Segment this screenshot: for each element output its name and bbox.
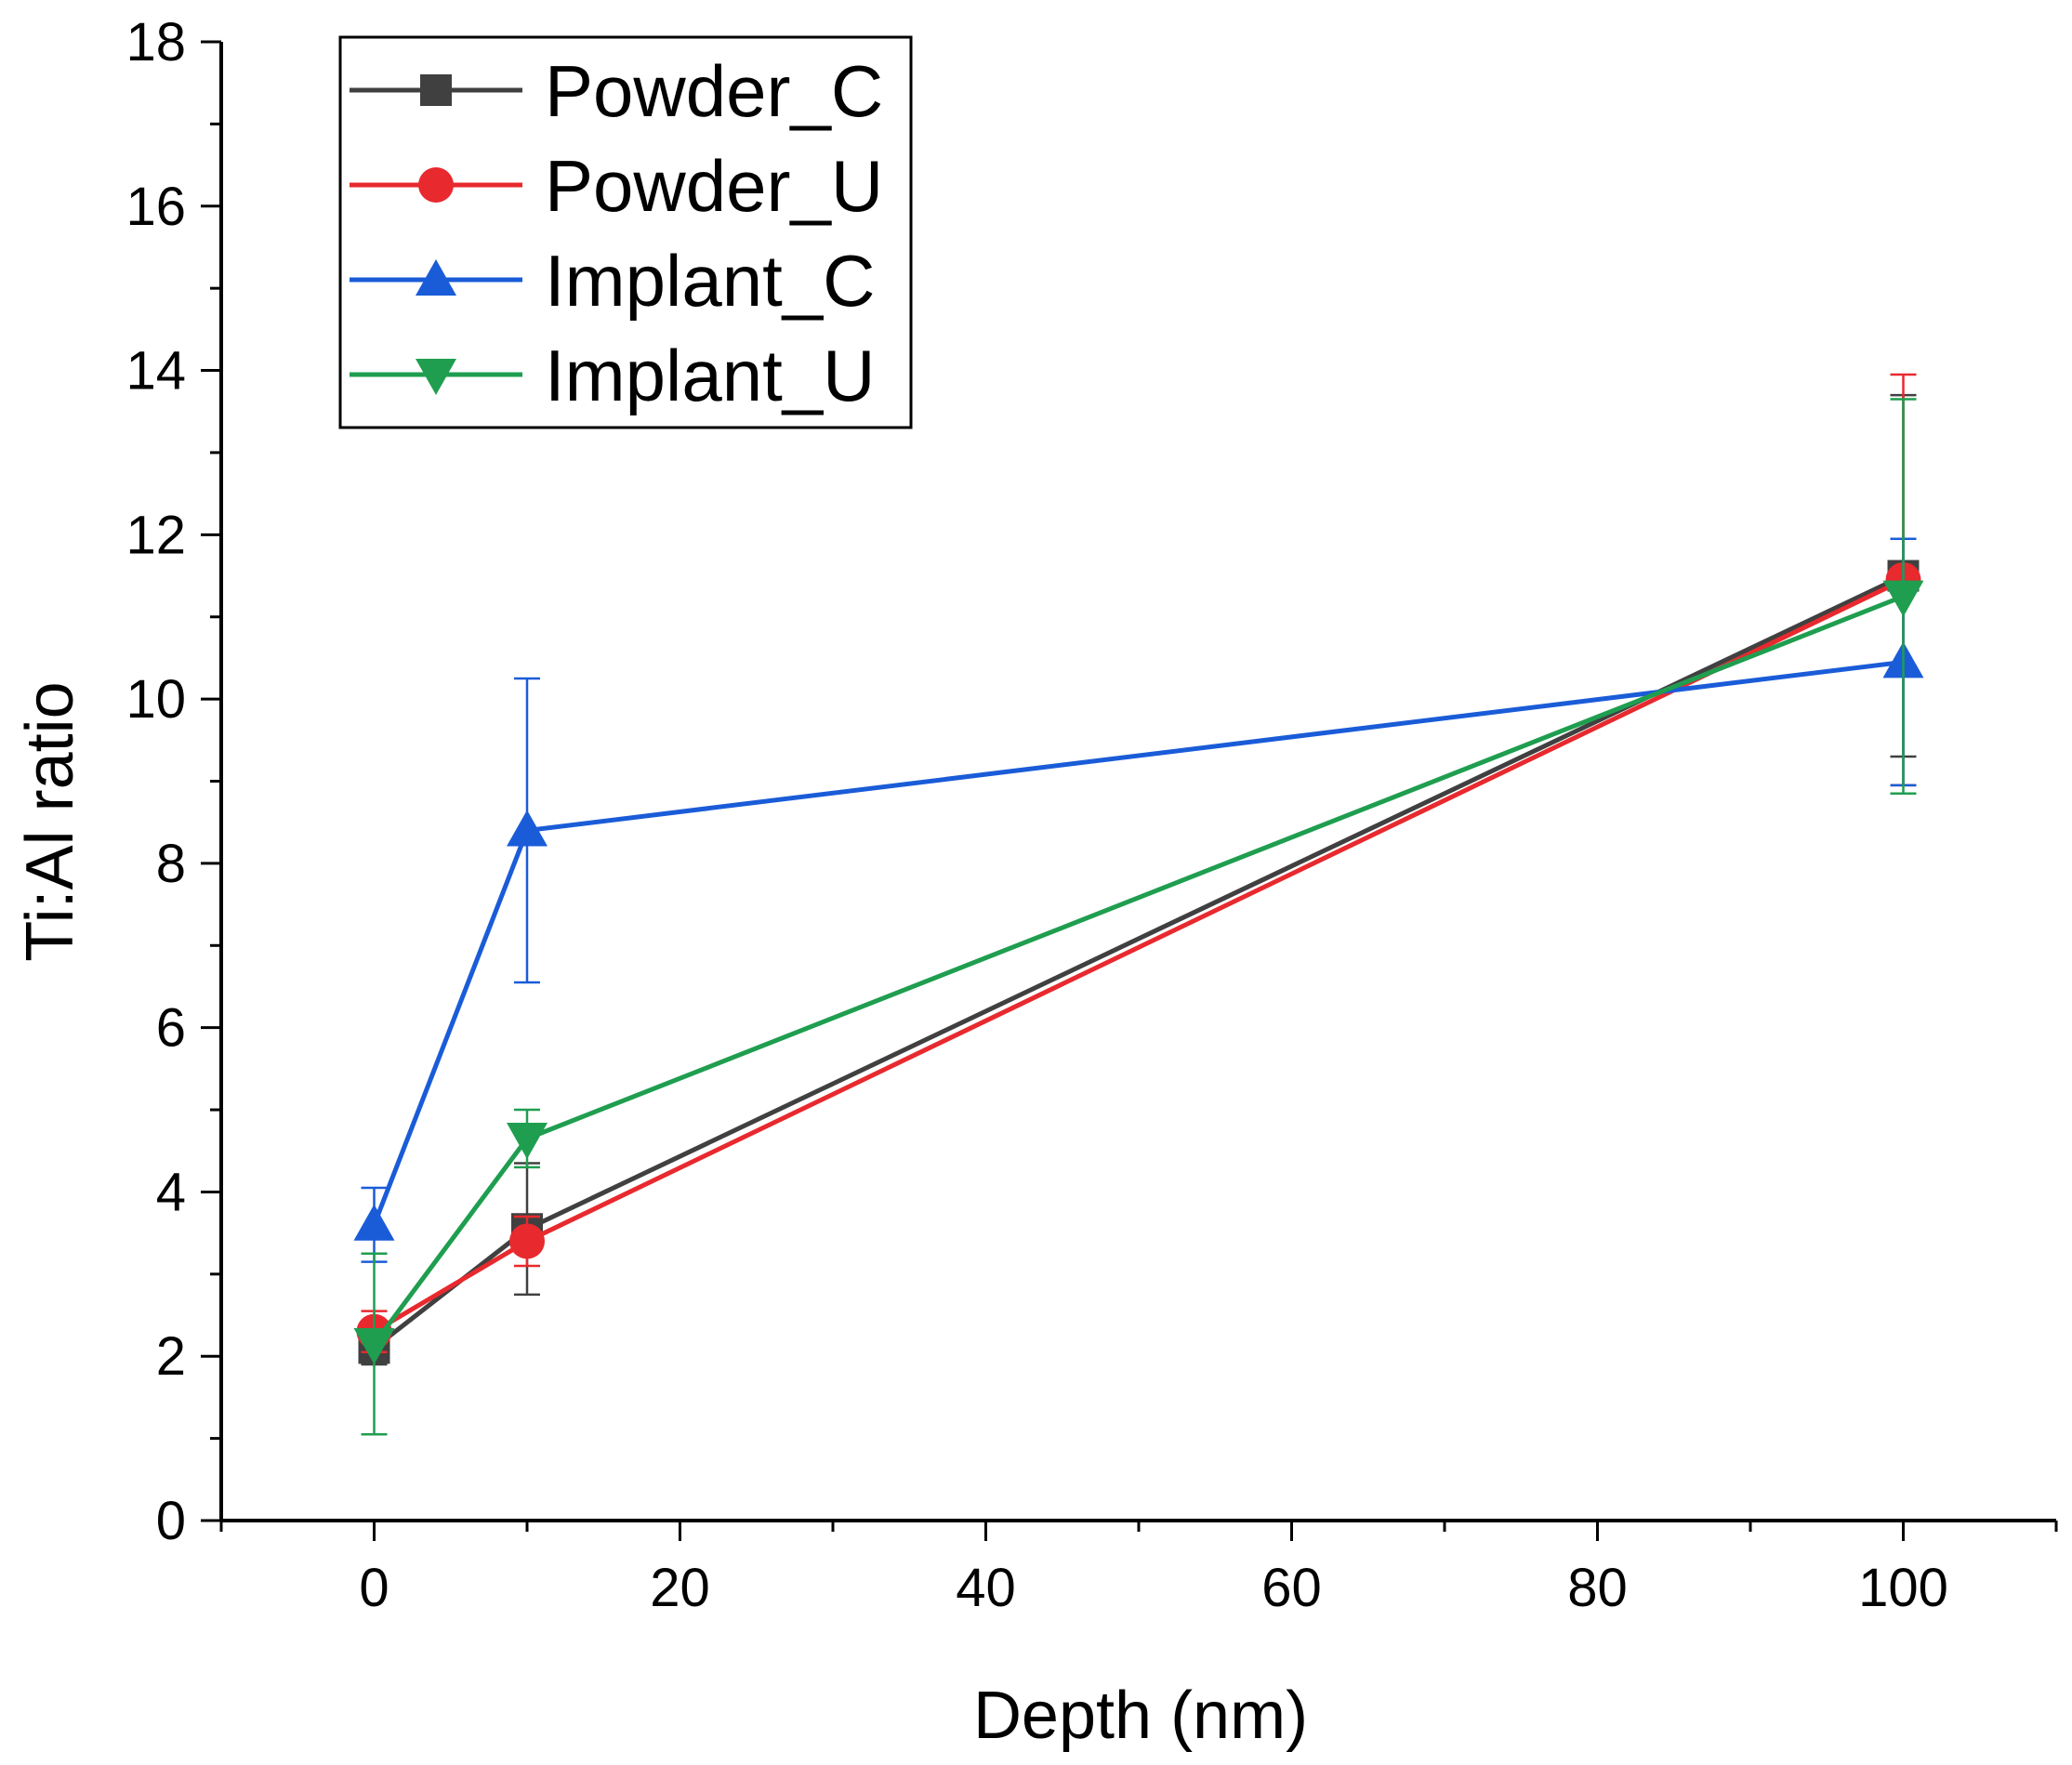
series-powder-c [358,393,1920,1366]
y-tick-label: 18 [125,12,186,72]
x-tick-label: 20 [650,1558,710,1618]
data-point [507,1122,548,1159]
axes-layer: 0 20 40 60 80 100 0 2 4 6 8 10 12 14 16 18 [125,12,2058,1618]
y-axis-label: Ti:Al ratio [13,681,87,961]
x-tick-label: 100 [1858,1558,1948,1618]
data-point [353,1204,395,1241]
series-line [373,577,1905,1334]
y-tick-label: 6 [156,998,186,1059]
legend-label: Implant_U [545,335,876,416]
series-line [372,594,1905,1346]
series-powder-u [356,373,1921,1354]
y-tick-label: 16 [125,177,186,237]
series-implant-u [353,398,1924,1436]
x-axis-label: Depth (nm) [973,1679,1308,1753]
series-line [372,659,1904,1226]
x-tick-label: 0 [359,1558,389,1618]
x-tick-label: 40 [956,1558,1016,1618]
x-tick-label: 80 [1567,1558,1628,1618]
legend-label: Implant_C [545,240,876,322]
data-point [1882,580,1924,617]
series-implant-c [353,537,1924,1263]
y-tick-label: 4 [156,1162,186,1222]
y-tick-label: 12 [125,505,186,565]
legend-marker [416,359,456,395]
legend-marker [418,167,454,203]
y-tick-label: 14 [125,341,186,402]
data-point [509,1223,545,1259]
y-tick-label: 8 [156,834,186,894]
x-tick-label: 60 [1261,1558,1322,1618]
series-layer [353,373,1924,1436]
y-tick-label: 0 [156,1491,186,1551]
legend-marker [420,74,452,106]
legend-label: Powder_U [545,145,883,227]
data-point [507,810,548,847]
legend: Powder_C Powder_U Implant_C Implant_U [338,35,913,429]
legend-marker [416,259,456,296]
data-point [353,1327,395,1364]
y-tick-label: 2 [156,1326,186,1387]
legend-label: Powder_C [545,50,883,132]
y-tick-label: 10 [125,669,186,730]
